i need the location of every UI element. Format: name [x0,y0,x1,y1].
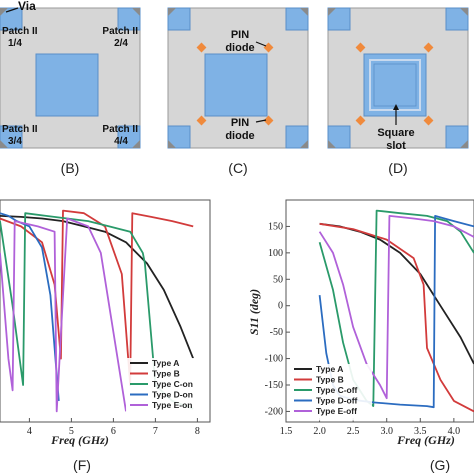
pin-diode [196,115,207,126]
patch-tr [285,7,309,31]
chart-f-x-ticks: 4 5 6 7 8 [27,418,200,437]
pin-diode-label-bottom: PIN diode [225,117,254,142]
x-tick-label: 8 [195,426,200,437]
via-marker [0,8,8,16]
y-tick-label: 100 [268,248,283,259]
x-tick-label: 4 [27,426,32,437]
legend-entry: Type B [152,369,180,379]
patch-center [204,53,268,117]
via-marker [132,8,140,16]
caption-b: (B) [61,160,80,176]
x-tick-label: 3.5 [414,426,427,437]
via-marker [0,140,8,148]
pin-diode [196,42,207,53]
via-marker [460,8,468,16]
x-tick-label: 4.0 [448,426,461,437]
y-tick-label: 50 [273,274,283,285]
patch-bl [167,125,191,149]
y-tick-label: 0 [278,301,283,312]
x-tick-label: 3.0 [380,426,393,437]
chart-f-frame [0,199,211,423]
series-line-5 [318,215,474,400]
y-tick-label: -150 [265,380,283,391]
patch-br [445,125,469,149]
patch-br [117,125,141,149]
chart-g-frame [285,199,474,423]
y-tick-label: -50 [270,327,283,338]
legend-entry: Type D-on [152,390,193,400]
via-marker [328,140,336,148]
patch-bl [327,125,351,149]
x-tick-label: 5 [69,426,74,437]
x-tick-label: 7 [153,426,158,437]
panel-c: PIN diode PIN diode (C) [167,7,309,176]
legend-entry: Type C-off [316,385,358,395]
square-slot-label: Square slot [377,127,414,152]
chart-g-series [318,209,474,413]
legend-entry: Type E-off [316,406,357,416]
patch-label-3: Patch II 3/4 [2,124,38,147]
x-tick-label: 6 [111,426,116,437]
legend-entry: Type C-on [152,379,193,389]
legend-entry: Type D-off [316,396,358,406]
patch-br [285,125,309,149]
via-marker [300,140,308,148]
via-marker [328,8,336,16]
patch-tl [167,7,191,31]
patch-label-1: Patch II 1/4 [2,26,38,49]
patch-tl [0,7,23,31]
pin-diode-label-top: PIN diode [225,29,254,54]
via-marker [132,140,140,148]
series-line-5 [0,217,127,413]
panel-d: Square slot (D) [327,7,469,176]
pin-diode-pointer [255,119,267,123]
legend-entry: Type A [152,358,179,368]
series-line-1 [0,215,195,359]
patch-center [35,53,99,117]
y-tick-label: 150 [268,221,283,232]
inner-patch [373,63,417,107]
pin-diode-pointer [255,41,267,47]
slot-pointer-head [393,104,399,110]
patch-tr [445,7,469,31]
via-label: Via [18,0,36,13]
chart-g-xlabel: Freq (GHz) [396,433,455,447]
x-tick-label: 2.0 [313,426,326,437]
via-marker [300,8,308,16]
series-line-2 [319,222,474,413]
patch-label-4: Patch II 4/4 [102,124,138,147]
y-tick-label: -200 [265,406,283,417]
via-marker [168,140,176,148]
via-pointer [5,7,19,13]
chart-g-ylabel: S11 (deg) [247,289,261,335]
series-line-3 [318,209,474,407]
chart-f-xlabel: Freq (GHz) [50,433,109,447]
via-marker [460,140,468,148]
caption-d: (D) [388,160,407,176]
legend-entry: Type B [316,375,344,385]
patch-label-2: Patch II 2/4 [102,26,138,49]
via-marker [168,8,176,16]
legend-entry: Type E-on [152,400,192,410]
chart-g-ticks: 1.5 2.0 2.5 3.0 3.5 4.0 150 100 50 0 -50 -100 -150 -2… [265,221,460,437]
patch-tl [327,7,351,31]
caption-g: (G) [430,457,450,473]
chart-f-series [0,209,195,413]
chart-g: 1.5 2.0 2.5 3.0 3.5 4.0 150 100 50 0 -50 -100 -150 -2… [247,199,474,473]
panel-b: Via Patch II 1/4 Patch II 2/4 Patch II 3/4 … [0,0,141,176]
patch-bl [0,125,23,149]
x-tick-label: 2.5 [347,426,360,437]
caption-c: (C) [228,160,247,176]
x-tick-label: 1.5 [280,426,293,437]
caption-f: (F) [73,457,91,473]
series-line-2 [0,209,194,386]
series-line-4 [0,212,60,401]
y-tick-label: -100 [265,354,283,365]
patch-tr [117,7,141,31]
legend-entry: Type A [316,364,343,374]
